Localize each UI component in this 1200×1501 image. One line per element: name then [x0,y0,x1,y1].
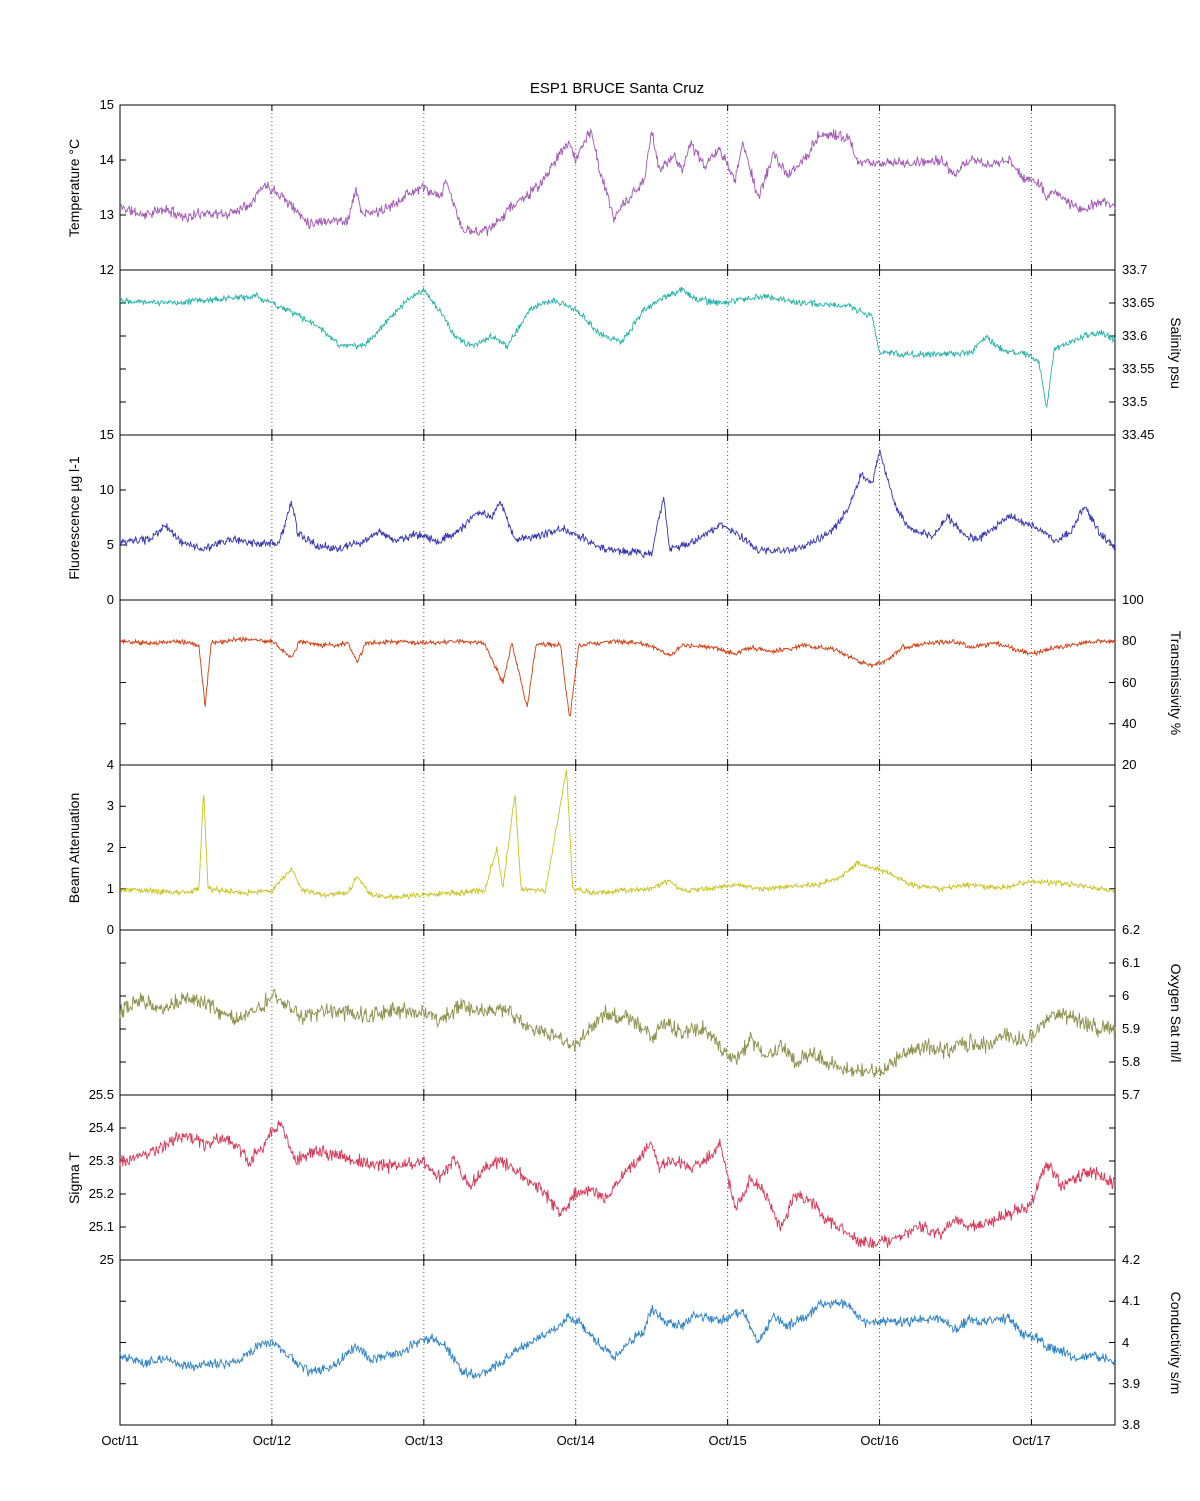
y-tick-label-salinity: 33.55 [1122,361,1155,376]
y-tick-label-sigma-t: 25.3 [88,1153,114,1168]
x-tick-label: Oct/15 [708,1433,747,1448]
y-axis-label-transmissivity: Transmissivity % [1168,630,1184,735]
x-tick-label: Oct/16 [860,1433,899,1448]
y-tick-label-sigma-t: 25 [99,1252,114,1267]
y-tick-label-salinity: 33.5 [1122,394,1148,409]
y-axis-label-salinity: Salinity psu [1168,316,1184,389]
series-conductivity [119,1299,1116,1381]
y-tick-label-oxygen-sat: 5.9 [1122,1021,1141,1036]
y-tick-label-beam-attenuation: 0 [106,922,114,937]
y-tick-label-sigma-t: 25.4 [88,1120,114,1135]
series-temperature [119,128,1116,236]
series-sigma-t [119,1120,1116,1249]
y-tick-label-temperature: 12 [99,262,114,277]
x-tick-label: Oct/17 [1012,1433,1051,1448]
y-tick-label-oxygen-sat: 5.7 [1122,1087,1141,1102]
y-tick-label-sigma-t: 25.2 [88,1186,114,1201]
y-tick-label-salinity: 33.6 [1122,328,1148,343]
y-tick-label-oxygen-sat: 6.2 [1122,922,1141,937]
panel-frame-sigma-t [119,1094,1116,1261]
series-salinity [119,286,1116,409]
y-axis-label-oxygen-sat: Oxygen Sat ml/l [1168,963,1184,1062]
y-tick-label-conductivity: 3.8 [1122,1417,1141,1432]
x-tick-label: Oct/13 [404,1433,443,1448]
y-tick-label-fluorescence: 0 [106,592,114,607]
y-tick-label-fluorescence: 5 [106,537,114,552]
y-tick-label-transmissivity: 40 [1122,715,1137,731]
y-tick-label-beam-attenuation: 4 [106,757,114,772]
chart-title: ESP1 BRUCE Santa Cruz [529,80,705,97]
y-axis-label-conductivity: Conductivity s/m [1168,1291,1184,1394]
y-tick-label-transmissivity: 80 [1122,633,1137,649]
x-tick-label: Oct/12 [252,1433,292,1448]
y-tick-label-temperature: 14 [99,152,114,167]
series-oxygen-sat [119,988,1116,1078]
panel-frame-transmissivity [119,599,1116,766]
y-tick-label-salinity: 33.7 [1122,262,1148,277]
y-tick-label-salinity: 33.65 [1122,295,1155,310]
y-tick-label-transmissivity: 100 [1122,592,1144,607]
panel-frame-fluorescence [119,434,1116,601]
series-fluorescence [119,449,1116,559]
y-tick-label-oxygen-sat: 6 [1122,988,1130,1003]
x-tick-label: Oct/14 [556,1433,595,1448]
y-tick-label-beam-attenuation: 2 [106,839,114,855]
y-tick-label-temperature: 13 [99,207,114,222]
y-tick-label-conductivity: 4 [1122,1334,1130,1350]
y-tick-label-sigma-t: 25.1 [88,1219,114,1234]
y-tick-label-conductivity: 4.2 [1122,1252,1141,1267]
panel-frame-conductivity [119,1259,1116,1426]
y-tick-label-sigma-t: 25.5 [88,1087,114,1102]
series-beam-attenuation [119,769,1116,901]
y-axis-label-beam-attenuation: Beam Attenuation [66,792,82,903]
y-tick-label-oxygen-sat: 6.1 [1122,955,1141,970]
y-tick-label-beam-attenuation: 1 [106,880,114,896]
y-tick-label-beam-attenuation: 3 [106,798,114,814]
y-axis-label-fluorescence: Fluorescence µg l-1 [66,455,82,580]
y-tick-label-fluorescence: 10 [99,482,114,497]
y-tick-label-conductivity: 3.9 [1122,1375,1141,1391]
y-tick-label-salinity: 33.45 [1122,427,1155,442]
panel-frame-oxygen-sat [119,929,1116,1096]
y-tick-label-transmissivity: 60 [1122,674,1137,690]
y-axis-label-sigma-t: Sigma T [66,1151,82,1204]
y-tick-label-transmissivity: 20 [1122,757,1137,772]
x-tick-label: Oct/11 [101,1433,139,1448]
y-tick-label-oxygen-sat: 5.8 [1122,1054,1141,1069]
y-tick-label-conductivity: 4.1 [1122,1293,1141,1309]
panel-frame-beam-attenuation [119,764,1116,931]
y-axis-label-temperature: Temperature °C [66,138,82,237]
series-transmissivity [119,635,1116,718]
y-tick-label-temperature: 15 [99,97,114,112]
y-tick-label-fluorescence: 15 [99,427,114,442]
